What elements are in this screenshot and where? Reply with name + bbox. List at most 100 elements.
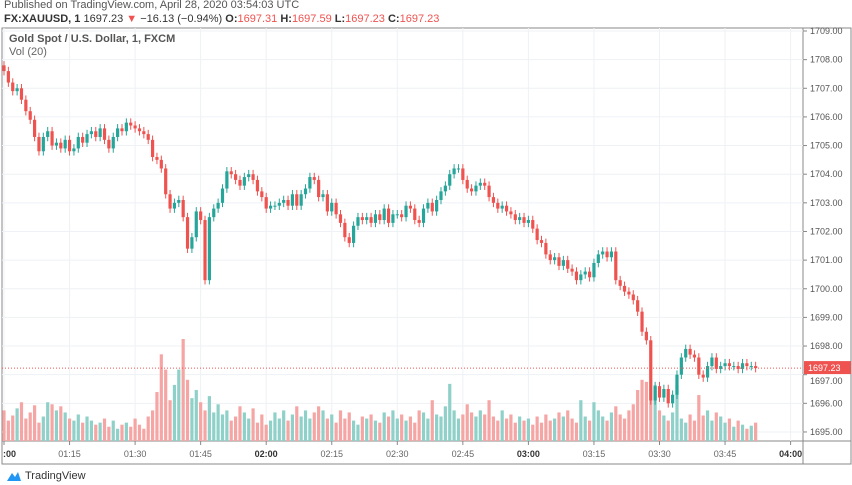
volume-bar: [303, 410, 308, 441]
volume-bar: [255, 422, 260, 441]
candle-body: [596, 254, 600, 263]
candle-body: [365, 217, 369, 221]
volume-bar: [251, 408, 255, 441]
volume-bar: [378, 422, 382, 441]
candle-body: [740, 363, 745, 369]
volume-bar: [164, 369, 168, 441]
candle-body: [308, 177, 312, 189]
candle-body: [268, 205, 273, 209]
y-tick-label: 1697.00: [810, 376, 843, 386]
candle-body: [561, 260, 565, 266]
volume-bar: [321, 410, 325, 441]
volume-bar: [356, 424, 360, 441]
candle-body: [548, 254, 552, 261]
candle-body: [491, 197, 496, 203]
candle-body: [478, 182, 482, 186]
volume-bar: [692, 420, 697, 441]
symbol-label[interactable]: FX:XAUUSD, 1: [4, 13, 81, 25]
volume-bar: [28, 412, 32, 441]
volume-bar: [268, 420, 273, 441]
candle-body: [382, 208, 386, 221]
volume-bar: [373, 420, 378, 441]
candle-body: [662, 389, 666, 398]
y-tick-label: 1707.00: [810, 83, 843, 93]
volume-bar: [59, 406, 63, 441]
volume-bar: [539, 422, 544, 441]
candle-body: [159, 159, 163, 169]
candle-body: [705, 366, 710, 378]
x-tick-label: 01:45: [189, 449, 212, 459]
volume-bar: [400, 414, 404, 441]
volume-bar: [727, 418, 732, 441]
candle-body: [76, 136, 80, 149]
volume-bar: [63, 412, 67, 441]
volume-bar: [518, 416, 522, 441]
volume-bar: [749, 425, 753, 441]
candle-body: [671, 394, 675, 404]
candle-body: [28, 111, 32, 120]
candle-body: [94, 131, 98, 137]
candle-body: [321, 194, 325, 198]
volume-bar: [247, 418, 251, 441]
candle-body: [413, 208, 417, 221]
volume-legend[interactable]: Vol (20): [9, 46, 47, 58]
volume-bar: [522, 420, 526, 441]
candle-body: [63, 139, 67, 149]
candle-body: [627, 291, 631, 295]
candle-body: [41, 136, 45, 152]
candle-body: [190, 237, 194, 249]
candle-body: [518, 217, 522, 221]
volume-bar: [469, 412, 474, 441]
volume-bar: [452, 410, 456, 441]
volume-bar: [11, 415, 15, 441]
volume-bar: [644, 381, 648, 441]
candle-body: [168, 194, 172, 209]
volume-bar: [413, 422, 417, 441]
volume-bar: [710, 420, 714, 441]
volume-bar: [491, 416, 496, 441]
volume-bar: [408, 416, 413, 441]
candle-body: [426, 202, 430, 209]
candle-body: [299, 194, 303, 206]
volume-bar: [557, 412, 561, 441]
volume-bar: [417, 410, 421, 441]
volume-bar: [697, 395, 701, 441]
volume-bar: [347, 412, 351, 441]
candle-body: [675, 374, 679, 395]
candle-body: [150, 139, 155, 158]
candle-body: [504, 205, 509, 212]
brand-name: TradingView: [25, 470, 86, 482]
open-label: O:: [225, 13, 238, 25]
candle-body: [692, 354, 697, 358]
candle-body: [32, 119, 37, 137]
candle-body: [513, 214, 517, 221]
candle-body: [614, 251, 618, 281]
candle-body: [539, 240, 544, 243]
candle-body: [461, 168, 465, 180]
volume-bar: [120, 424, 124, 441]
volume-bar: [264, 424, 268, 441]
candle-body: [251, 174, 255, 180]
candle-body: [264, 197, 268, 209]
close-label: C:: [387, 13, 400, 25]
last-price: 1697.23: [83, 13, 124, 25]
volume-bar: [225, 410, 229, 441]
candle-body: [710, 357, 714, 367]
symbol-quote-line: FX:XAUUSD, 1 1697.23 ▼ −16.13 (−0.94%) O…: [4, 13, 439, 25]
volume-bar: [465, 404, 469, 441]
candle-body: [207, 217, 211, 281]
candle-body: [120, 128, 124, 132]
candle-body: [749, 366, 753, 368]
candle-body: [225, 171, 229, 189]
volume-bar: [124, 422, 128, 441]
candle-body: [234, 174, 238, 180]
candle-body: [102, 128, 107, 140]
y-tick-label: 1708.00: [810, 55, 843, 65]
volume-bar: [220, 414, 225, 441]
volume-bar: [369, 414, 373, 441]
x-tick-label: 03:15: [583, 449, 606, 459]
volume-bar: [675, 384, 679, 441]
series-legend[interactable]: Gold Spot / U.S. Dollar, 1, FXCM: [9, 33, 176, 45]
candle-body: [11, 82, 15, 92]
